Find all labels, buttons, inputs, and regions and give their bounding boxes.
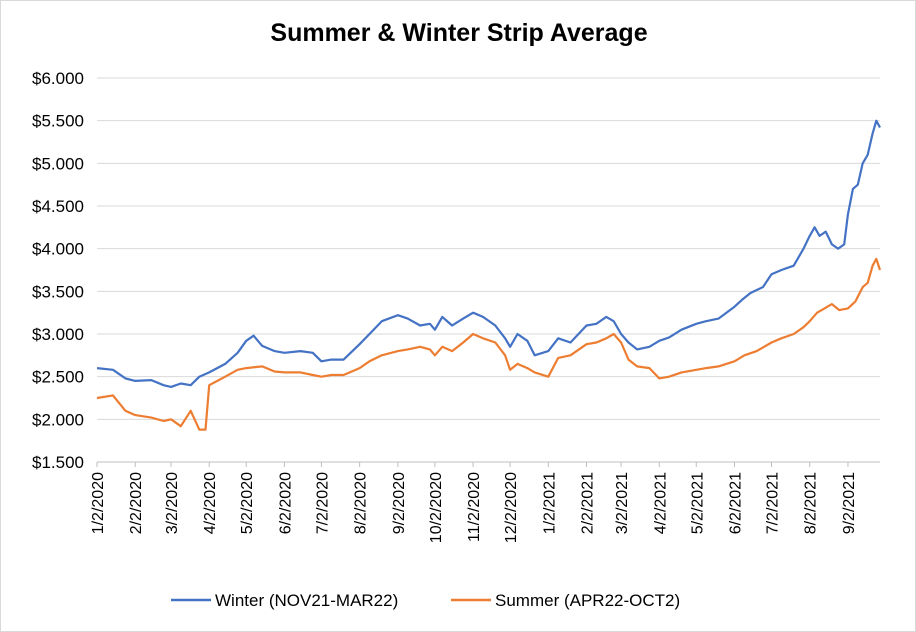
y-tick-label: $5.000	[32, 154, 84, 173]
x-tick-label: 3/2/2020	[164, 472, 181, 534]
x-tick-label: 2/2/2020	[128, 472, 145, 534]
y-axis: $1.500 $2.000 $2.500 $3.000 $3.500 $4.000 $4.5…	[32, 69, 84, 472]
x-tick-label: 5/2/2021	[689, 472, 706, 534]
x-axis: 1/2/2020 2/2/2020 3/2/2020 4/2/2020 5/2/2020…	[90, 461, 880, 543]
legend: Winter (NOV21-MAR22) Summer (APR22-OCT2)	[171, 591, 680, 610]
x-tick-label: 7/2/2020	[314, 472, 331, 534]
legend-label-summer: Summer (APR22-OCT2)	[495, 591, 680, 610]
x-tick-label: 10/2/2020	[428, 472, 445, 543]
x-tick-label: 6/2/2021	[727, 472, 744, 534]
series-line-winter	[96, 119, 881, 388]
y-tick-label: $3.500	[32, 282, 84, 301]
series-lines	[96, 119, 882, 431]
x-tick-label: 6/2/2020	[277, 472, 294, 534]
y-tick-label: $3.000	[32, 325, 84, 344]
x-tick-label: 4/2/2021	[652, 472, 669, 534]
y-tick-label: $5.500	[32, 112, 84, 131]
chart-title: Summer & Winter Strip Average	[270, 19, 648, 47]
x-tick-label: 12/2/2020	[503, 472, 520, 543]
x-tick-label: 3/2/2021	[614, 472, 631, 534]
x-tick-label: 2/2/2021	[580, 472, 597, 534]
x-tick-label: 7/2/2021	[764, 472, 781, 534]
y-tick-label: $2.000	[32, 410, 84, 429]
series-line-summer	[96, 257, 882, 431]
gridlines	[97, 77, 880, 420]
x-tick-label: 1/2/2020	[90, 472, 107, 534]
x-tick-label: 11/2/2020	[466, 472, 483, 542]
x-tick-label: 5/2/2020	[239, 472, 256, 534]
x-tick-label: 1/2/2021	[541, 472, 558, 534]
x-tick-label: 8/2/2021	[803, 472, 820, 534]
x-tick-label: 9/2/2021	[841, 472, 858, 534]
x-tick-label: 8/2/2020	[353, 472, 370, 534]
y-tick-label: $4.000	[32, 240, 84, 259]
x-tick-label: 4/2/2020	[202, 472, 219, 534]
x-tick-label: 9/2/2020	[391, 472, 408, 534]
y-tick-label: $4.500	[32, 197, 84, 216]
y-tick-label: $1.500	[32, 453, 84, 472]
y-tick-label: $6.000	[32, 69, 84, 88]
legend-label-winter: Winter (NOV21-MAR22)	[215, 591, 398, 610]
y-tick-label: $2.500	[32, 368, 84, 387]
